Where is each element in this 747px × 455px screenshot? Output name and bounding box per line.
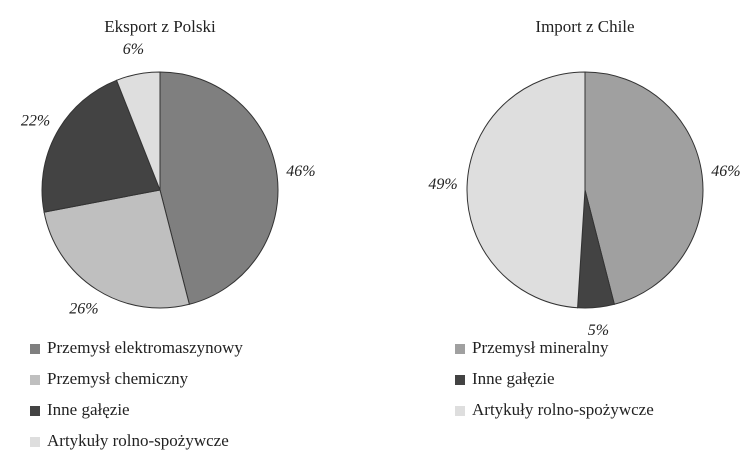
value-label: 46% [711, 163, 740, 180]
legend-label: Artykuły rolno-spożywcze [472, 400, 654, 419]
pie-slice [584, 71, 704, 305]
pie-slice [43, 189, 190, 309]
value-label: 46% [286, 163, 315, 180]
chart-title: Import z Chile [535, 17, 634, 36]
legend-swatch [30, 406, 40, 416]
legend-swatch [455, 375, 465, 385]
pie-slice [466, 71, 586, 309]
legend-label: Artykuły rolno-spożywcze [47, 431, 229, 450]
value-label: 5% [588, 322, 609, 339]
value-label: 22% [21, 112, 50, 129]
value-label: 26% [69, 301, 98, 318]
legend-label: Przemysł chemiczny [47, 369, 189, 388]
pie-slice [159, 71, 279, 305]
legend-swatch [455, 406, 465, 416]
legend-swatch [30, 344, 40, 354]
value-label: 6% [123, 41, 144, 58]
legend-label: Inne gałęzie [47, 400, 130, 419]
value-label: 49% [428, 176, 457, 193]
pie-slice [115, 71, 161, 191]
legend-label: Przemysł mineralny [472, 338, 609, 357]
pie-slice [41, 79, 161, 213]
legend-swatch [30, 437, 40, 447]
legend-swatch [30, 375, 40, 385]
legend-label: Inne gałęzie [472, 369, 555, 388]
legend-swatch [455, 344, 465, 354]
legend-label: Przemysł elektromaszynowy [47, 338, 243, 357]
chart-title: Eksport z Polski [104, 17, 216, 36]
